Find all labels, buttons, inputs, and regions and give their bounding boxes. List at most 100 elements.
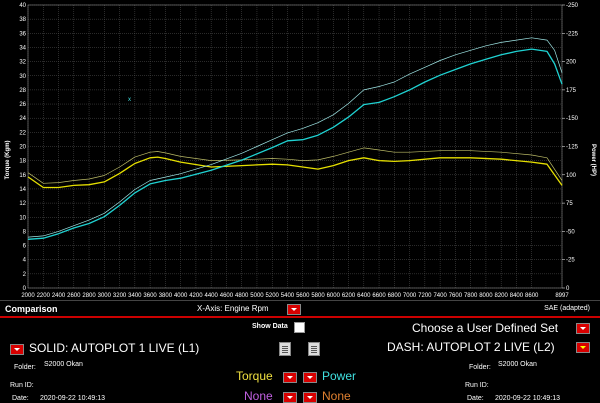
y-left-tick-label: 2 xyxy=(23,272,27,278)
date-value-right: 2020-09-22 10:49:13 xyxy=(495,395,560,402)
x-tick-label: 7400 xyxy=(433,293,447,299)
x-tick-label: 8997 xyxy=(555,293,569,299)
x-tick-label: 3800 xyxy=(159,293,173,299)
y-left-tick-label: 18 xyxy=(19,159,26,165)
y-left-tick-label: 28 xyxy=(19,88,26,94)
series-line xyxy=(27,156,563,189)
x-tick-label: 8400 xyxy=(510,293,524,299)
x-axis-label: X-Axis: Engine Rpm xyxy=(197,304,269,313)
x-tick-label: 2000 xyxy=(21,293,35,299)
show-data-label: Show Data xyxy=(252,323,288,330)
y-left-tick-label: 32 xyxy=(19,60,26,66)
y-left-tick-label: 40 xyxy=(19,3,26,9)
x-tick-label: 4000 xyxy=(174,293,188,299)
x-tick-label: 4800 xyxy=(235,293,249,299)
dyno-chart: 02468101214161820222426283032343638400-2… xyxy=(5,3,596,299)
x-tick-label: 5800 xyxy=(311,293,325,299)
y-right-tick-label: -125 xyxy=(566,145,579,151)
x-tick-label: 4200 xyxy=(189,293,203,299)
date-value-left: 2020-09-22 10:49:13 xyxy=(40,395,105,402)
x-tick-label: 2600 xyxy=(67,293,81,299)
solid-dropdown[interactable] xyxy=(10,344,24,355)
power-label: Power xyxy=(322,369,357,383)
y-right-axis-title: Power (HP) xyxy=(590,144,596,176)
x-tick-label: 4600 xyxy=(220,293,234,299)
series-line xyxy=(27,37,563,238)
solid-label: SOLID: AUTOPLOT 1 LIVE (L1) xyxy=(29,341,200,355)
document-icon-right[interactable] xyxy=(308,342,320,356)
folder-label-left: Folder: xyxy=(14,364,36,371)
user-set-dropdown[interactable] xyxy=(576,323,590,334)
x-tick-label: 7200 xyxy=(418,293,432,299)
x-tick-label: 2800 xyxy=(82,293,96,299)
y-left-tick-label: 26 xyxy=(19,102,26,108)
x-tick-label: 5200 xyxy=(266,293,280,299)
chart-ticks: 02468101214161820222426283032343638400-2… xyxy=(19,3,578,299)
y-left-tick-label: 6 xyxy=(23,244,27,250)
x-tick-label: 2200 xyxy=(37,293,51,299)
x-tick-label: 8000 xyxy=(479,293,493,299)
folder-value-left: S2000 Okan xyxy=(44,361,83,368)
y-left-tick-label: 14 xyxy=(19,187,26,193)
y-right-tick-label: 200 xyxy=(566,60,577,66)
date-label-left: Date: xyxy=(12,395,29,402)
document-icon-left[interactable] xyxy=(279,342,291,356)
x-tick-label: 6000 xyxy=(327,293,341,299)
x-tick-label: 7600 xyxy=(449,293,463,299)
y-left-tick-label: 16 xyxy=(19,173,26,179)
x-tick-label: 8600 xyxy=(525,293,539,299)
series-line xyxy=(27,147,563,184)
chart-marker: x xyxy=(128,97,131,103)
none-dropdown-2[interactable] xyxy=(303,392,317,403)
y-left-tick-label: 30 xyxy=(19,74,26,80)
torque-label: Torque xyxy=(236,369,273,383)
series-line xyxy=(27,48,563,240)
torque-dropdown[interactable] xyxy=(283,372,297,383)
dash-dropdown[interactable] xyxy=(576,342,590,353)
comparison-label: Comparison xyxy=(5,304,58,314)
x-tick-label: 7800 xyxy=(464,293,478,299)
y-left-axis-title: Torque (Kgm) xyxy=(5,141,11,180)
none-label-1: None xyxy=(244,389,273,403)
y-right-tick-label: -225 xyxy=(566,31,579,37)
x-tick-label: 8200 xyxy=(494,293,508,299)
user-set-label: Choose a User Defined Set xyxy=(412,321,559,335)
x-tick-label: 3200 xyxy=(113,293,127,299)
x-tick-label: 2400 xyxy=(52,293,66,299)
y-left-tick-label: 36 xyxy=(19,31,26,37)
chart-series xyxy=(27,37,563,240)
x-tick-label: 5400 xyxy=(281,293,295,299)
x-tick-label: 3000 xyxy=(98,293,112,299)
dash-label: DASH: AUTOPLOT 2 LIVE (L2) xyxy=(387,340,555,354)
y-left-tick-label: 10 xyxy=(19,215,26,221)
y-left-tick-label: 4 xyxy=(23,258,27,264)
chart-footer-bar: Comparison X-Axis: Engine Rpm SAE (adapt… xyxy=(0,300,600,315)
y-left-tick-label: 0 xyxy=(23,286,27,292)
x-tick-label: 3400 xyxy=(128,293,142,299)
y-left-tick-label: 22 xyxy=(19,130,26,136)
folder-label-right: Folder: xyxy=(469,364,491,371)
y-right-tick-label: 0 xyxy=(566,286,570,292)
y-right-tick-label: 75 xyxy=(566,201,573,207)
x-tick-label: 5000 xyxy=(250,293,264,299)
x-tick-label: 4400 xyxy=(204,293,218,299)
run-id-label-left: Run ID: xyxy=(10,382,34,389)
none-label-2: None xyxy=(322,389,351,403)
y-right-tick-label: 100 xyxy=(566,173,577,179)
power-dropdown[interactable] xyxy=(303,372,317,383)
x-axis-dropdown[interactable] xyxy=(287,304,301,315)
show-data-checkbox[interactable] xyxy=(294,322,305,333)
y-left-tick-label: 38 xyxy=(19,17,26,23)
divider xyxy=(0,316,600,318)
run-id-label-right: Run ID: xyxy=(465,382,489,389)
x-tick-label: 6200 xyxy=(342,293,356,299)
y-left-tick-label: 12 xyxy=(19,201,26,207)
comparison-panel: Show Data Choose a User Defined Set SOLI… xyxy=(0,318,600,403)
none-dropdown-1[interactable] xyxy=(283,392,297,403)
y-right-tick-label: 175 xyxy=(566,88,577,94)
x-tick-label: 5600 xyxy=(296,293,310,299)
y-right-tick-label: -25 xyxy=(566,258,575,264)
y-left-tick-label: 8 xyxy=(23,229,27,235)
folder-value-right: S2000 Okan xyxy=(498,361,537,368)
y-right-tick-label: -150 xyxy=(566,116,579,122)
